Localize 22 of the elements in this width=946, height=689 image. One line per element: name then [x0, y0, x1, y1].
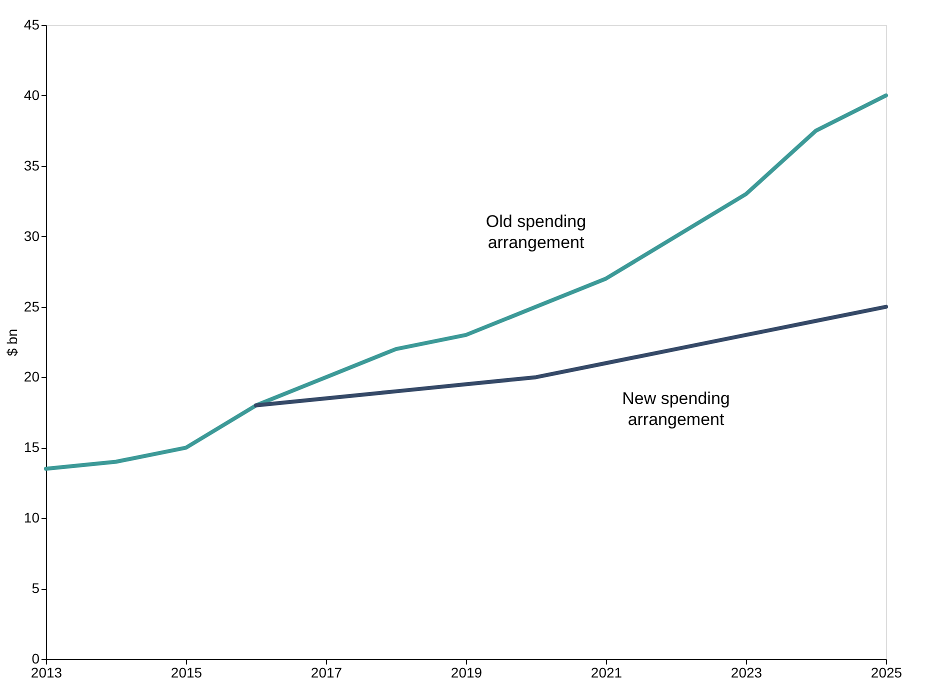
x-tick-label: 2025 [870, 664, 902, 680]
y-tick-label: 45 [24, 16, 40, 32]
x-tick-label: 2021 [590, 664, 622, 680]
x-tick-label: 2013 [30, 664, 62, 680]
series-label: Old spending arrangement [486, 212, 586, 252]
line-series [44, 93, 888, 471]
series-label: New spending arrangement [622, 389, 730, 430]
y-tick-label: 30 [24, 228, 40, 244]
x-tick-label: 2015 [170, 664, 202, 680]
y-tick-label: 10 [24, 510, 40, 526]
y-tick-label: 5 [32, 580, 40, 596]
x-tick-label: 2023 [730, 664, 762, 680]
y-tick-label: 35 [24, 157, 40, 174]
y-tick-label: 40 [24, 86, 40, 103]
y-tick-label: 20 [24, 368, 40, 385]
x-tick-label: 2017 [310, 664, 342, 680]
y-tick-label: 25 [24, 298, 40, 314]
x-tick-label: 2019 [450, 664, 482, 680]
y-tick-label: 15 [24, 439, 40, 456]
y-tick-label: 0 [32, 650, 40, 666]
line-series [254, 304, 888, 408]
y-axis-title: $ bn [4, 328, 20, 356]
